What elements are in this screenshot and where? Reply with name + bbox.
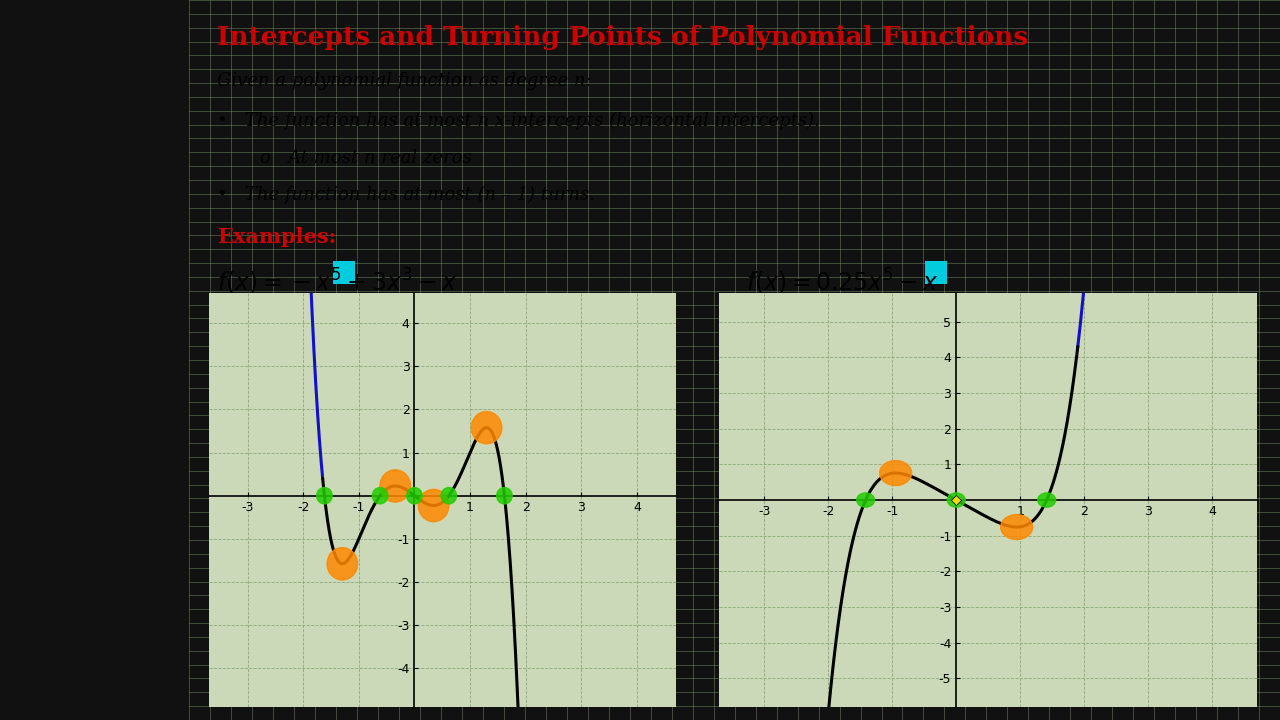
- Ellipse shape: [407, 487, 422, 504]
- Text: Given a polynomial function as degree n:: Given a polynomial function as degree n:: [216, 72, 591, 90]
- Text: $f(x) = 0.25x^5 - x$: $f(x) = 0.25x^5 - x$: [746, 266, 938, 297]
- Text: •   The function has at most (n – 1) turns.: • The function has at most (n – 1) turns…: [216, 186, 595, 204]
- Ellipse shape: [1038, 493, 1056, 507]
- Ellipse shape: [947, 493, 965, 507]
- Ellipse shape: [419, 490, 449, 522]
- Text: o   At most n real zeros: o At most n real zeros: [260, 149, 472, 167]
- Ellipse shape: [497, 487, 512, 504]
- Ellipse shape: [1001, 515, 1033, 539]
- Ellipse shape: [316, 487, 333, 504]
- Text: •   The function has at most n x-intercepts (horizontal intercepts).: • The function has at most n x-intercept…: [216, 112, 819, 130]
- Ellipse shape: [326, 548, 357, 580]
- Ellipse shape: [380, 469, 411, 502]
- Text: Examples:: Examples:: [216, 227, 335, 247]
- Ellipse shape: [879, 461, 911, 485]
- FancyBboxPatch shape: [333, 261, 355, 284]
- Ellipse shape: [471, 412, 502, 444]
- FancyBboxPatch shape: [925, 261, 947, 284]
- Ellipse shape: [442, 487, 457, 504]
- Text: $f(x) = -x^5 + 3x^3 - x$: $f(x) = -x^5 + 3x^3 - x$: [216, 266, 457, 297]
- Text: Intercepts and Turning Points of Polynomial Functions: Intercepts and Turning Points of Polynom…: [216, 25, 1028, 50]
- Ellipse shape: [856, 493, 874, 507]
- Ellipse shape: [372, 487, 388, 504]
